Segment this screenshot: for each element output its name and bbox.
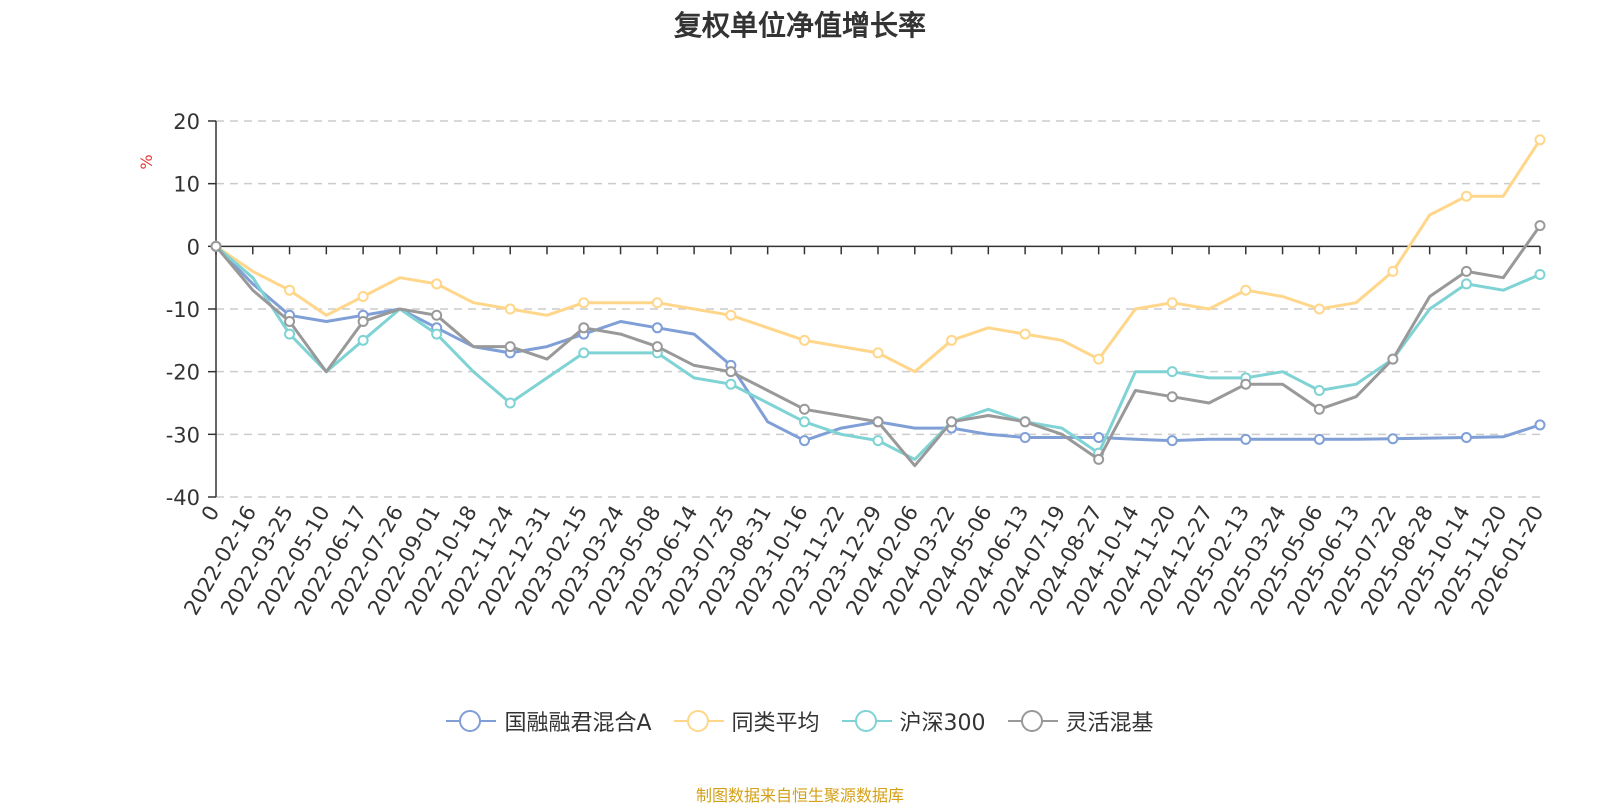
data-point	[431, 309, 443, 321]
legend: 国融融君混合A 同类平均 沪深300 灵活混基	[0, 705, 1600, 737]
data-point	[1093, 353, 1105, 365]
data-point	[1534, 269, 1546, 281]
data-point	[357, 290, 369, 302]
legend-item[interactable]: 国融融君混合A	[446, 705, 652, 737]
x-tick-label: 0	[197, 502, 224, 526]
data-point	[1313, 384, 1325, 396]
y-axis-unit: %	[137, 154, 156, 169]
data-point	[284, 316, 296, 328]
data-point	[872, 347, 884, 359]
legend-marker-icon	[841, 709, 892, 733]
data-point	[1534, 134, 1546, 146]
data-point	[872, 435, 884, 447]
data-point	[798, 403, 810, 415]
data-point	[1166, 435, 1178, 447]
legend-marker-icon	[446, 709, 497, 733]
data-point	[651, 322, 663, 334]
data-point	[357, 334, 369, 346]
data-point	[798, 435, 810, 447]
data-point	[651, 297, 663, 309]
y-tick-label: 10	[173, 173, 200, 197]
data-point	[1460, 265, 1472, 277]
legend-marker-icon	[1007, 709, 1058, 733]
legend-item[interactable]: 沪深300	[841, 705, 986, 737]
y-tick-label: 20	[173, 110, 200, 134]
data-point	[1387, 433, 1399, 445]
series-line	[214, 245, 1541, 443]
data-point	[431, 328, 443, 340]
data-point	[1093, 453, 1105, 465]
data-point	[284, 328, 296, 340]
data-point	[1313, 433, 1325, 445]
data-point	[725, 366, 737, 378]
data-point	[1166, 391, 1178, 403]
legend-label: 灵活混基	[1065, 711, 1154, 736]
data-point	[946, 416, 958, 428]
data-point	[872, 416, 884, 428]
data-point	[1019, 431, 1031, 443]
legend-label: 国融融君混合A	[504, 711, 652, 736]
data-point	[210, 240, 222, 252]
data-point	[1019, 416, 1031, 428]
data-point	[1166, 297, 1178, 309]
grid-lines	[216, 120, 1540, 498]
source-note: 制图数据来自恒生聚源数据库	[695, 786, 904, 805]
data-point	[1460, 278, 1472, 290]
data-point	[725, 309, 737, 321]
data-point	[431, 278, 443, 290]
y-tick-label: -20	[166, 361, 200, 385]
series-group	[210, 220, 1546, 468]
series-line	[215, 138, 1542, 374]
data-point	[946, 334, 958, 346]
data-point	[1534, 220, 1546, 232]
data-point	[284, 284, 296, 296]
series-line	[214, 224, 1542, 468]
y-tick-label: -30	[166, 423, 200, 447]
y-tick-label: -10	[166, 298, 200, 322]
data-point	[1387, 353, 1399, 365]
data-point	[1460, 190, 1472, 202]
legend-label: 沪深300	[899, 711, 986, 736]
y-tick-label: 0	[187, 235, 200, 259]
y-tick-label: -40	[166, 486, 200, 510]
data-point	[504, 397, 516, 409]
data-point	[1166, 366, 1178, 378]
series-group	[210, 240, 1546, 447]
chart-title: 复权单位净值增长率	[673, 9, 926, 42]
data-point	[504, 303, 516, 315]
data-point	[1240, 284, 1252, 296]
data-point	[1019, 328, 1031, 340]
data-point	[1387, 265, 1399, 277]
data-point	[1240, 378, 1252, 390]
data-point	[798, 334, 810, 346]
axes: 20100-10-20-30-4002022-02-162022-03-2520…	[166, 110, 1549, 619]
legend-item[interactable]: 同类平均	[673, 705, 820, 737]
data-point	[1534, 419, 1546, 431]
data-point	[1240, 433, 1252, 445]
data-point	[578, 347, 590, 359]
series-lines	[210, 134, 1546, 468]
data-point	[725, 378, 737, 390]
data-point	[798, 416, 810, 428]
legend-item[interactable]: 灵活混基	[1007, 705, 1154, 737]
data-point	[357, 316, 369, 328]
data-point	[504, 341, 516, 353]
data-point	[1313, 403, 1325, 415]
data-point	[578, 322, 590, 334]
data-point	[651, 341, 663, 353]
data-point	[578, 297, 590, 309]
data-point	[1093, 431, 1105, 443]
data-point	[1313, 303, 1325, 315]
data-point	[1460, 431, 1472, 443]
legend-marker-icon	[673, 709, 724, 733]
legend-label: 同类平均	[731, 711, 820, 736]
